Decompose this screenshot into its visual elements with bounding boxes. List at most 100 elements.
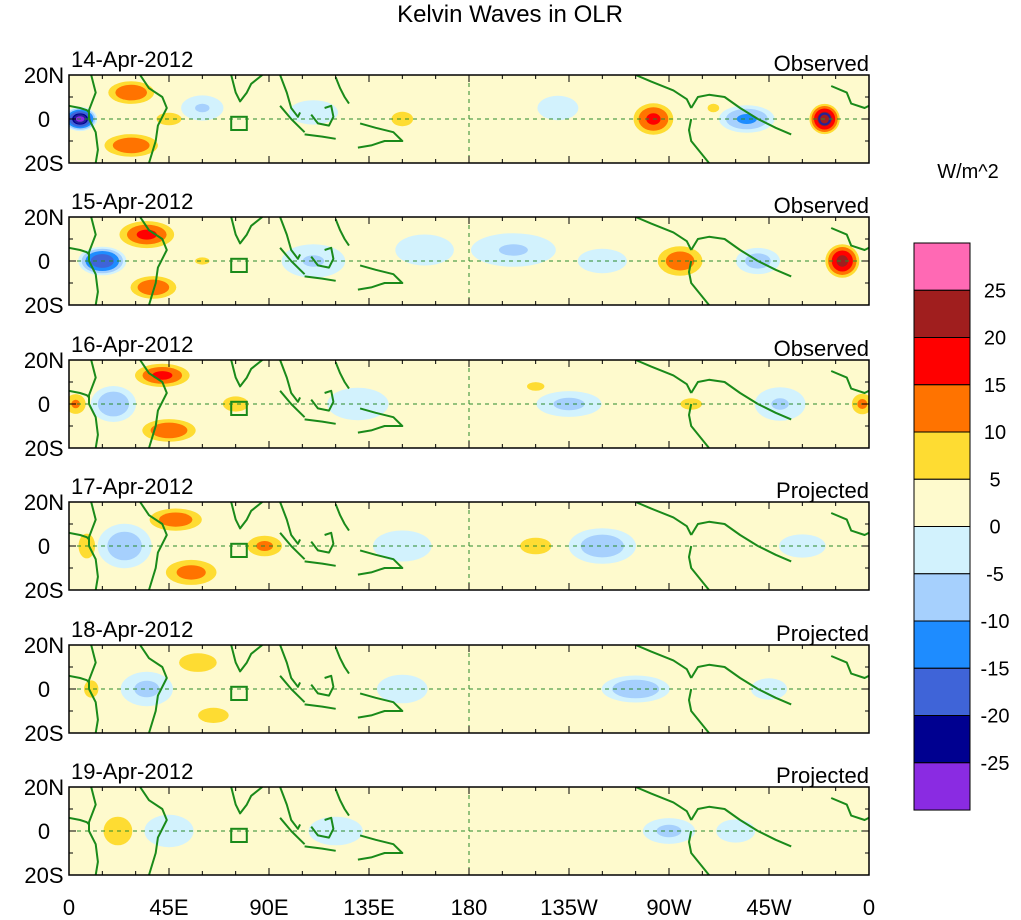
coastline (310, 246, 335, 269)
y-tick-label: 20S (24, 293, 63, 318)
coastline (310, 531, 335, 554)
reference-box (230, 827, 248, 843)
anomaly-contour (115, 84, 147, 101)
coastline (304, 275, 336, 282)
coastline (357, 407, 404, 434)
panel-status: Observed (774, 336, 869, 361)
panel-status: Projected (776, 763, 869, 788)
colorbar-segment (913, 478, 971, 528)
coastline (334, 361, 350, 390)
anomaly-contour (195, 103, 210, 113)
coastline (688, 118, 710, 163)
anomaly-contour (150, 422, 188, 439)
anomaly-contour (612, 679, 660, 699)
y-tick-label: 0 (38, 677, 50, 702)
x-tick-label: 45W (746, 895, 791, 920)
panel-5: 20N 0 20S 18-Apr-2012 Projected (24, 617, 870, 746)
coastline (279, 645, 301, 688)
anomaly-contour (222, 396, 249, 412)
panel-status: Projected (776, 621, 869, 646)
coastlines (69, 787, 869, 875)
y-tick-label: 20S (24, 151, 63, 176)
coastline (304, 703, 336, 710)
anomaly-contour (391, 111, 414, 127)
coastline (69, 389, 90, 399)
coastline (279, 675, 306, 703)
panel-date: 16-Apr-2012 (71, 332, 193, 357)
coastline (279, 532, 306, 560)
coastline (688, 260, 710, 305)
anomaly-contour (778, 534, 826, 558)
x-tick-label: 135E (343, 895, 394, 920)
anomaly-contour (527, 382, 545, 391)
coastline (688, 403, 710, 448)
anomaly-contour (486, 816, 541, 846)
coastline (688, 688, 710, 733)
coastline (334, 503, 350, 532)
y-tick-label: 20N (24, 205, 64, 230)
coastline (69, 531, 90, 541)
panel-status: Projected (776, 478, 869, 503)
coastline (310, 104, 335, 127)
coastline (279, 390, 306, 418)
y-tick-label: 20N (24, 633, 64, 658)
coastline (830, 797, 869, 821)
coastline (139, 645, 168, 733)
coastline (230, 502, 263, 530)
coastline (690, 805, 792, 848)
colorbar-segment (913, 431, 971, 480)
anomaly-field (69, 78, 842, 160)
x-axis: 0 45E 90E 135E 180 135W 90W 45W 0 (63, 895, 875, 920)
anomaly-contour (586, 109, 618, 129)
coastline (304, 560, 336, 567)
y-tick-label: 20N (24, 490, 64, 515)
anomaly-contour (836, 255, 849, 267)
anomaly-contour (577, 248, 627, 274)
coastline (279, 217, 301, 260)
y-tick-label: 20S (24, 436, 63, 461)
coastline (830, 512, 869, 536)
coastline (230, 217, 263, 245)
colorbar-segment (913, 762, 971, 811)
coastline (334, 218, 350, 247)
reference-box (230, 115, 248, 132)
coastlines (69, 645, 869, 733)
coastline (830, 227, 869, 251)
coastline (230, 645, 263, 673)
colorbar-label: 10 (984, 422, 1006, 444)
anomaly-contour (736, 114, 757, 124)
y-tick-label: 0 (38, 534, 50, 559)
reference-box (230, 685, 248, 701)
coastline (230, 75, 263, 103)
x-tick-label: 135W (540, 895, 598, 920)
anomaly-contour (550, 673, 610, 705)
panel-status: Observed (774, 51, 869, 76)
colorbar-label: -25 (981, 753, 1010, 775)
colorbar-segment (913, 337, 971, 386)
panel-3: 20N 0 20S 16-Apr-2012 Observed (24, 332, 870, 461)
panel-date: 14-Apr-2012 (71, 47, 193, 72)
coastline (357, 692, 404, 719)
panels-group: 20N 0 20S 14-Apr-2012 Observed 20N 0 20S 15-Apr-… (24, 47, 870, 888)
panel-2: 20N 0 20S 15-Apr-2012 Observed (24, 189, 870, 318)
coastline (69, 816, 90, 826)
coastline (279, 817, 306, 845)
colorbar-segment (913, 526, 971, 575)
colorbar-label: 25 (984, 280, 1006, 302)
coastline (357, 549, 404, 576)
y-tick-label: 0 (38, 819, 50, 844)
coastline (635, 217, 693, 251)
coastline (310, 674, 335, 697)
coastline (69, 674, 90, 684)
panel-6: 20N 0 20S 19-Apr-2012 Projected (24, 759, 870, 888)
coastline (688, 545, 710, 590)
coastline (690, 235, 792, 278)
anomaly-contour (107, 531, 142, 561)
coastline (139, 217, 168, 305)
colorbar-segment (913, 289, 971, 339)
coastline (139, 787, 168, 875)
colorbar-label: -10 (981, 611, 1010, 633)
coastline (139, 75, 168, 163)
y-tick-label: 0 (38, 392, 50, 417)
